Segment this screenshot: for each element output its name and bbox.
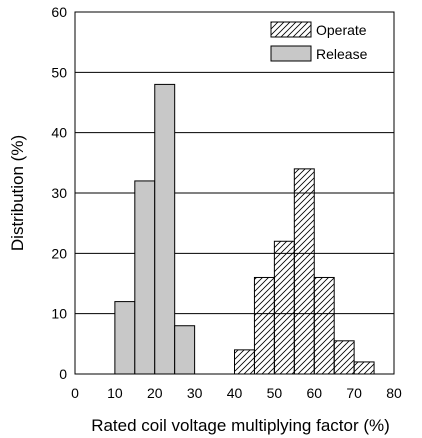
x-tick-label: 70 <box>346 385 362 401</box>
gridlines <box>75 71 394 315</box>
operate-bar <box>313 276 335 375</box>
release-bar <box>174 325 196 375</box>
legend-label-operate: Operate <box>316 22 367 38</box>
y-tick-label: 20 <box>51 245 67 261</box>
legend: Operate Release <box>270 21 368 62</box>
x-tick-label: 0 <box>71 385 79 401</box>
operate-bar <box>234 349 255 375</box>
y-tick-label: 0 <box>59 366 67 382</box>
y-tick-label: 30 <box>51 185 67 201</box>
y-tick-label: 50 <box>51 64 67 80</box>
y-tick-label: 40 <box>51 125 67 141</box>
x-tick-label: 10 <box>107 385 123 401</box>
release-bar <box>154 83 176 375</box>
operate-bar <box>253 276 275 375</box>
legend-swatch-operate <box>270 21 312 38</box>
release-bar <box>114 301 136 375</box>
x-axis-title: Rated coil voltage multiplying factor (%… <box>91 416 390 435</box>
y-tick-label: 60 <box>51 4 67 20</box>
bars <box>114 83 375 375</box>
y-tick-labels: 0 10 20 30 40 50 60 <box>51 4 67 382</box>
operate-bar <box>333 340 355 375</box>
legend-swatch-release <box>270 45 312 62</box>
x-tick-label: 40 <box>227 385 243 401</box>
x-tick-label: 80 <box>386 385 402 401</box>
x-tick-label: 30 <box>187 385 203 401</box>
operate-bar <box>353 361 375 375</box>
release-bar <box>134 180 156 375</box>
legend-label-release: Release <box>316 46 368 62</box>
operate-bar <box>293 168 315 375</box>
y-axis-title: Distribution (%) <box>8 135 27 251</box>
x-tick-label: 20 <box>147 385 163 401</box>
operate-bar <box>273 240 295 375</box>
x-tick-label: 60 <box>306 385 322 401</box>
y-tick-label: 10 <box>51 306 67 322</box>
plot-frame <box>74 11 395 375</box>
x-tick-label: 50 <box>267 385 283 401</box>
x-tick-labels: 0 10 20 30 40 50 60 70 80 <box>71 385 402 401</box>
